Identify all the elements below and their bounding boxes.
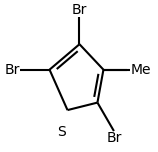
Text: Br: Br: [106, 131, 122, 145]
Text: Br: Br: [4, 63, 20, 77]
Text: Br: Br: [72, 3, 87, 17]
Text: Me: Me: [130, 63, 151, 77]
Text: S: S: [57, 125, 66, 139]
